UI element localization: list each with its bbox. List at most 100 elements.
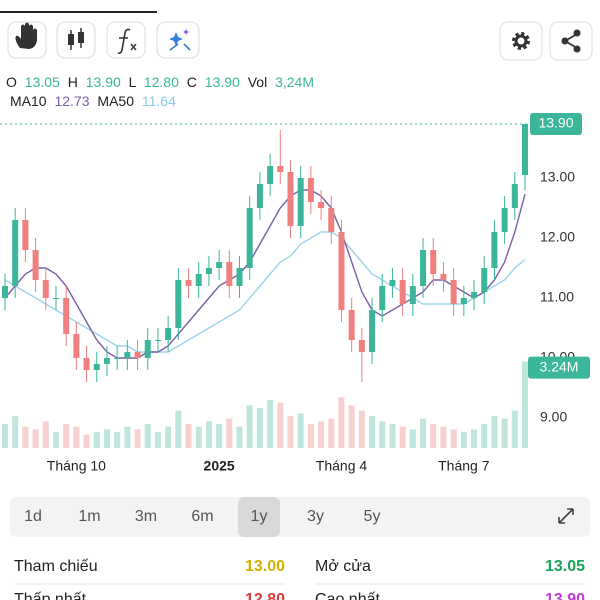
candle-body xyxy=(420,250,427,286)
x-tick-label: Tháng 4 xyxy=(316,458,368,474)
candle-body xyxy=(32,250,39,280)
candle-body xyxy=(93,364,100,370)
ma10-line xyxy=(4,189,526,359)
volume-bar xyxy=(460,432,467,448)
volume-bar xyxy=(93,432,100,448)
ma50-line xyxy=(4,231,526,353)
candle-body xyxy=(2,286,8,298)
label: O xyxy=(6,74,17,90)
candle-body xyxy=(63,298,70,334)
volume-bar xyxy=(22,426,29,448)
label: Vol xyxy=(248,74,267,90)
volume-bar xyxy=(307,424,314,448)
last-price-label: 13.90 xyxy=(538,115,573,131)
expand-icon[interactable] xyxy=(558,508,574,524)
stats: Tham chiếu 13.00 Mở cửa 13.05 Thấp nhất 12.80… xyxy=(14,558,585,600)
candle-body xyxy=(307,178,314,202)
volume-bar xyxy=(42,421,49,448)
candle-body xyxy=(522,124,528,175)
volume-bar xyxy=(236,426,243,448)
candle-body xyxy=(42,280,49,298)
chart: 9.0010.0011.0012.0013.0013.903.24MTháng … xyxy=(0,113,590,474)
volume-bar xyxy=(358,410,365,448)
tool-indicator[interactable] xyxy=(106,21,146,59)
value: 3,24M xyxy=(275,74,314,90)
candle-body xyxy=(73,334,80,358)
volume-bar xyxy=(175,410,182,448)
volume-bar xyxy=(83,434,90,448)
tool-candles[interactable] xyxy=(56,21,96,59)
volume-bar xyxy=(2,424,8,448)
value: 13.05 xyxy=(25,74,60,90)
range-button[interactable]: 3y xyxy=(307,508,324,525)
volume-bar xyxy=(103,429,110,448)
y-tick-label: 9.00 xyxy=(540,409,567,425)
volume-bar xyxy=(511,410,518,448)
volume-bar xyxy=(216,424,223,448)
candle-body xyxy=(389,280,396,286)
range-button[interactable]: 3m xyxy=(135,508,157,525)
candle-body xyxy=(103,358,110,364)
volume-bar xyxy=(195,426,202,448)
ohlc-info: O 13.05 H 13.90 L 12.80 C 13.90 Vol 3,24… xyxy=(6,74,314,90)
share-button[interactable] xyxy=(549,21,593,61)
label: L xyxy=(129,74,137,90)
volume-bar xyxy=(287,416,294,448)
y-tick-label: 12.00 xyxy=(540,229,575,245)
candle-body xyxy=(277,166,284,172)
stat-label: Mở cửa xyxy=(315,558,371,575)
volume-bar xyxy=(73,426,80,448)
volume-bar xyxy=(165,426,172,448)
volume-bar xyxy=(348,405,355,448)
last-volume-label: 3.24M xyxy=(540,358,579,374)
tool-ai[interactable] xyxy=(156,21,200,59)
stat-label: Thấp nhất xyxy=(14,591,87,600)
candle-body xyxy=(328,208,335,232)
range-button[interactable]: 1m xyxy=(78,508,100,525)
range-button[interactable]: 6m xyxy=(191,508,213,525)
candle-body xyxy=(83,358,90,370)
candle-body xyxy=(175,280,182,328)
range-button[interactable]: 5y xyxy=(364,508,381,525)
volume-bar xyxy=(52,432,59,448)
volume-bar xyxy=(297,413,304,448)
candle-body xyxy=(246,208,253,268)
stat-value: 13.00 xyxy=(245,558,285,575)
volume-bar xyxy=(491,416,498,448)
range-button[interactable]: 1d xyxy=(24,508,42,525)
last-volume-box xyxy=(528,356,590,379)
candle-body xyxy=(481,268,488,292)
stat-value: 13.05 xyxy=(545,558,585,575)
settings-button[interactable] xyxy=(499,21,543,61)
range-selected xyxy=(238,497,280,537)
value: 12.80 xyxy=(144,74,179,90)
stat-value: 12.80 xyxy=(245,591,285,600)
volume-bar xyxy=(256,408,263,448)
volume-bar xyxy=(471,429,478,448)
candle-body xyxy=(460,298,467,304)
tool-hand[interactable] xyxy=(7,21,47,59)
volume-bar xyxy=(501,418,508,448)
range-button[interactable]: 1y xyxy=(251,508,268,525)
candle-body xyxy=(491,232,498,268)
ma-info: MA10 12.73 MA50 11.64 xyxy=(10,93,176,109)
candle-body xyxy=(52,298,59,299)
volume-bar xyxy=(154,432,161,448)
stat-value: 13.90 xyxy=(545,591,585,600)
volume-bar xyxy=(420,418,427,448)
volume-bar xyxy=(267,400,274,448)
candle-body xyxy=(358,340,365,352)
label: MA50 xyxy=(97,93,134,109)
candle-body xyxy=(236,268,243,286)
volume-bar xyxy=(124,426,131,448)
candle-body xyxy=(450,280,457,304)
label: C xyxy=(187,74,197,90)
candle-body xyxy=(205,268,212,274)
label: MA10 xyxy=(10,93,47,109)
candle-body xyxy=(12,220,19,286)
candle-body xyxy=(195,274,202,286)
y-tick-label: 13.00 xyxy=(540,169,575,185)
volume-bar xyxy=(328,418,335,448)
candle-body xyxy=(287,172,294,226)
